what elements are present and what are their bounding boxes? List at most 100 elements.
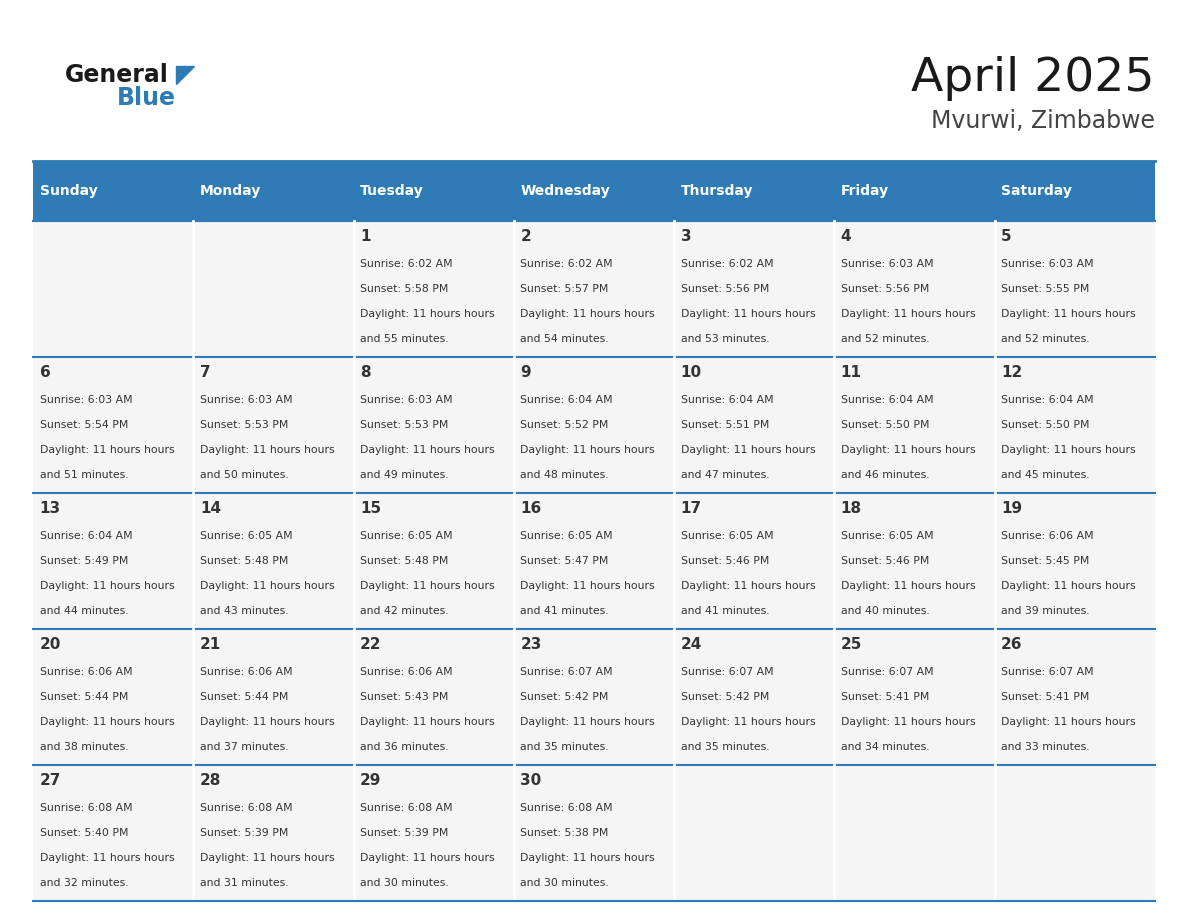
Text: Daylight: 11 hours hours: Daylight: 11 hours hours xyxy=(520,309,655,319)
Text: Sunset: 5:43 PM: Sunset: 5:43 PM xyxy=(360,692,448,702)
Text: Daylight: 11 hours hours: Daylight: 11 hours hours xyxy=(841,581,975,591)
Text: and 52 minutes.: and 52 minutes. xyxy=(841,334,929,344)
Text: 13: 13 xyxy=(39,501,61,516)
Text: Sunrise: 6:03 AM: Sunrise: 6:03 AM xyxy=(200,395,292,405)
Text: Daylight: 11 hours hours: Daylight: 11 hours hours xyxy=(841,717,975,727)
Text: Sunrise: 6:07 AM: Sunrise: 6:07 AM xyxy=(520,666,613,677)
Text: and 54 minutes.: and 54 minutes. xyxy=(520,334,609,344)
Text: 14: 14 xyxy=(200,501,221,516)
Polygon shape xyxy=(176,66,194,84)
Text: Sunrise: 6:04 AM: Sunrise: 6:04 AM xyxy=(841,395,934,405)
Text: 5: 5 xyxy=(1001,229,1011,244)
Text: Monday: Monday xyxy=(200,184,261,198)
Text: and 32 minutes.: and 32 minutes. xyxy=(39,879,128,889)
Text: Sunrise: 6:07 AM: Sunrise: 6:07 AM xyxy=(841,666,934,677)
Text: 11: 11 xyxy=(841,364,861,380)
Text: Sunrise: 6:04 AM: Sunrise: 6:04 AM xyxy=(520,395,613,405)
Text: Sunset: 5:58 PM: Sunset: 5:58 PM xyxy=(360,284,448,294)
Text: Sunset: 5:56 PM: Sunset: 5:56 PM xyxy=(681,284,769,294)
Text: and 34 minutes.: and 34 minutes. xyxy=(841,742,929,752)
Text: 9: 9 xyxy=(520,364,531,380)
Text: Sunset: 5:41 PM: Sunset: 5:41 PM xyxy=(1001,692,1089,702)
Text: Daylight: 11 hours hours: Daylight: 11 hours hours xyxy=(520,445,655,455)
Text: Daylight: 11 hours hours: Daylight: 11 hours hours xyxy=(360,309,494,319)
Text: 15: 15 xyxy=(360,501,381,516)
Text: and 50 minutes.: and 50 minutes. xyxy=(200,470,289,480)
Text: Sunset: 5:55 PM: Sunset: 5:55 PM xyxy=(1001,284,1089,294)
Text: 3: 3 xyxy=(681,229,691,244)
Text: 20: 20 xyxy=(39,637,61,652)
Text: 25: 25 xyxy=(841,637,862,652)
Text: Sunrise: 6:06 AM: Sunrise: 6:06 AM xyxy=(39,666,132,677)
Text: and 30 minutes.: and 30 minutes. xyxy=(360,879,449,889)
Text: and 48 minutes.: and 48 minutes. xyxy=(520,470,609,480)
Bar xyxy=(33,494,1155,630)
Text: and 36 minutes.: and 36 minutes. xyxy=(360,742,449,752)
Text: Sunset: 5:45 PM: Sunset: 5:45 PM xyxy=(1001,556,1089,565)
Text: and 38 minutes.: and 38 minutes. xyxy=(39,742,128,752)
Text: 16: 16 xyxy=(520,501,542,516)
Text: and 35 minutes.: and 35 minutes. xyxy=(681,742,769,752)
Text: Sunset: 5:42 PM: Sunset: 5:42 PM xyxy=(681,692,769,702)
Text: Daylight: 11 hours hours: Daylight: 11 hours hours xyxy=(360,717,494,727)
Text: Sunset: 5:44 PM: Sunset: 5:44 PM xyxy=(39,692,128,702)
Bar xyxy=(33,630,1155,766)
Text: Sunset: 5:48 PM: Sunset: 5:48 PM xyxy=(200,556,289,565)
Text: Daylight: 11 hours hours: Daylight: 11 hours hours xyxy=(200,717,335,727)
Text: and 35 minutes.: and 35 minutes. xyxy=(520,742,609,752)
Bar xyxy=(33,766,1155,901)
Text: Saturday: Saturday xyxy=(1001,184,1072,198)
Text: Sunset: 5:39 PM: Sunset: 5:39 PM xyxy=(360,828,448,838)
Text: Sunset: 5:42 PM: Sunset: 5:42 PM xyxy=(520,692,608,702)
Text: 10: 10 xyxy=(681,364,702,380)
Text: and 40 minutes.: and 40 minutes. xyxy=(841,606,929,616)
Text: and 41 minutes.: and 41 minutes. xyxy=(681,606,769,616)
Text: Daylight: 11 hours hours: Daylight: 11 hours hours xyxy=(520,853,655,863)
Text: and 44 minutes.: and 44 minutes. xyxy=(39,606,128,616)
Text: Sunset: 5:56 PM: Sunset: 5:56 PM xyxy=(841,284,929,294)
Text: Sunrise: 6:08 AM: Sunrise: 6:08 AM xyxy=(360,802,453,812)
Text: Daylight: 11 hours hours: Daylight: 11 hours hours xyxy=(39,445,175,455)
Text: 7: 7 xyxy=(200,364,210,380)
Text: Sunrise: 6:03 AM: Sunrise: 6:03 AM xyxy=(841,259,934,269)
Text: Daylight: 11 hours hours: Daylight: 11 hours hours xyxy=(39,717,175,727)
Text: Sunrise: 6:04 AM: Sunrise: 6:04 AM xyxy=(1001,395,1094,405)
Text: Daylight: 11 hours hours: Daylight: 11 hours hours xyxy=(1001,581,1136,591)
Text: Sunset: 5:53 PM: Sunset: 5:53 PM xyxy=(360,420,448,430)
Text: Daylight: 11 hours hours: Daylight: 11 hours hours xyxy=(520,581,655,591)
Text: Daylight: 11 hours hours: Daylight: 11 hours hours xyxy=(360,853,494,863)
Text: Daylight: 11 hours hours: Daylight: 11 hours hours xyxy=(200,853,335,863)
Text: and 55 minutes.: and 55 minutes. xyxy=(360,334,449,344)
Text: Daylight: 11 hours hours: Daylight: 11 hours hours xyxy=(1001,445,1136,455)
Text: Sunset: 5:51 PM: Sunset: 5:51 PM xyxy=(681,420,769,430)
Text: Sunset: 5:57 PM: Sunset: 5:57 PM xyxy=(520,284,608,294)
Text: Sunrise: 6:03 AM: Sunrise: 6:03 AM xyxy=(360,395,453,405)
Text: and 30 minutes.: and 30 minutes. xyxy=(520,879,609,889)
Text: 23: 23 xyxy=(520,637,542,652)
Text: Sunrise: 6:05 AM: Sunrise: 6:05 AM xyxy=(360,531,453,541)
Text: 29: 29 xyxy=(360,773,381,788)
Text: Sunset: 5:47 PM: Sunset: 5:47 PM xyxy=(520,556,608,565)
Text: 27: 27 xyxy=(39,773,61,788)
Text: Thursday: Thursday xyxy=(681,184,753,198)
Text: Blue: Blue xyxy=(116,86,176,110)
Text: Daylight: 11 hours hours: Daylight: 11 hours hours xyxy=(200,581,335,591)
Bar xyxy=(33,221,1155,357)
Text: 8: 8 xyxy=(360,364,371,380)
Text: and 49 minutes.: and 49 minutes. xyxy=(360,470,449,480)
Text: Sunset: 5:40 PM: Sunset: 5:40 PM xyxy=(39,828,128,838)
Text: Sunset: 5:53 PM: Sunset: 5:53 PM xyxy=(200,420,289,430)
Text: Daylight: 11 hours hours: Daylight: 11 hours hours xyxy=(841,445,975,455)
Text: Sunrise: 6:06 AM: Sunrise: 6:06 AM xyxy=(200,666,292,677)
Text: Sunset: 5:54 PM: Sunset: 5:54 PM xyxy=(39,420,128,430)
Text: Sunrise: 6:02 AM: Sunrise: 6:02 AM xyxy=(681,259,773,269)
Text: and 43 minutes.: and 43 minutes. xyxy=(200,606,289,616)
Text: Sunrise: 6:04 AM: Sunrise: 6:04 AM xyxy=(39,531,132,541)
Text: 18: 18 xyxy=(841,501,861,516)
Text: Daylight: 11 hours hours: Daylight: 11 hours hours xyxy=(1001,309,1136,319)
Text: Sunset: 5:48 PM: Sunset: 5:48 PM xyxy=(360,556,448,565)
Text: and 42 minutes.: and 42 minutes. xyxy=(360,606,449,616)
Text: Sunset: 5:52 PM: Sunset: 5:52 PM xyxy=(520,420,608,430)
Text: 12: 12 xyxy=(1001,364,1022,380)
Text: Sunrise: 6:06 AM: Sunrise: 6:06 AM xyxy=(360,666,453,677)
